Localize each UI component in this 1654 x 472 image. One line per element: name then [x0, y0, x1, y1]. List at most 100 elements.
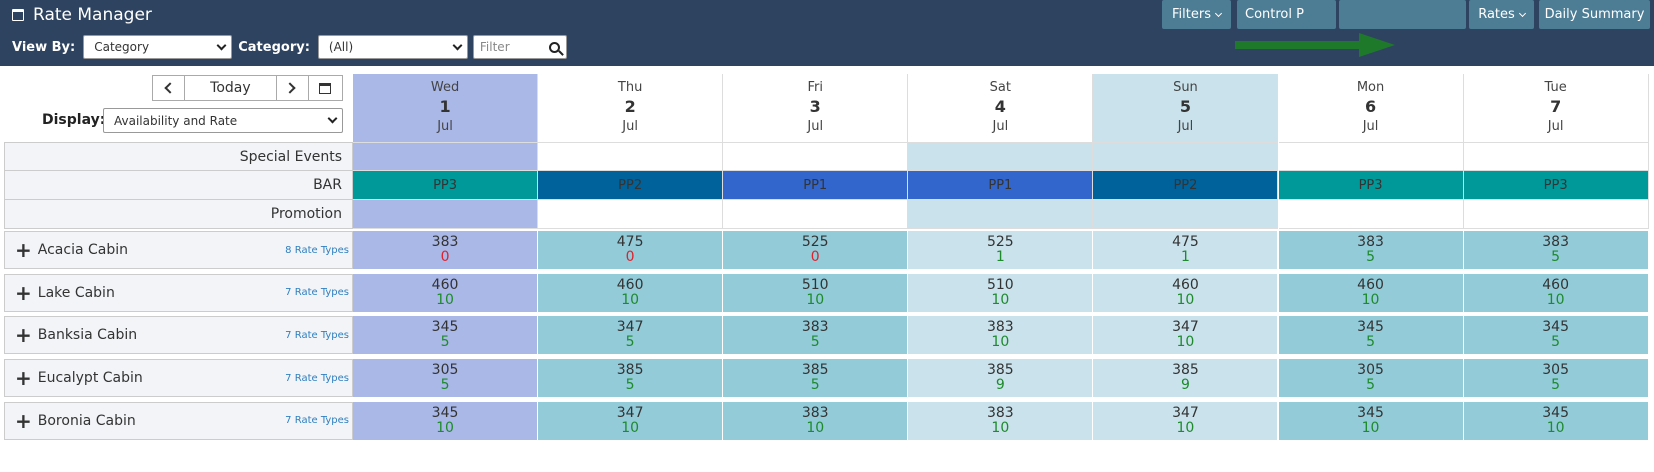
- promotion-cell[interactable]: [1093, 200, 1279, 229]
- promotion-cell[interactable]: [1278, 200, 1464, 229]
- rates-button-label: Rates: [1478, 7, 1515, 22]
- rate-cell[interactable]: 347 10: [1093, 316, 1279, 355]
- rate-cell[interactable]: 525 1: [908, 231, 1094, 269]
- bar-cell[interactable]: PP3: [1278, 171, 1464, 200]
- display-select[interactable]: Availability and Rate: [103, 108, 343, 133]
- rate-cell[interactable]: 345 5: [1278, 316, 1464, 355]
- row-label-bar: BAR: [4, 171, 353, 200]
- expand-plus-icon[interactable]: +: [15, 408, 32, 433]
- rate-cell[interactable]: 460 10: [538, 273, 724, 312]
- today-button[interactable]: Today: [185, 76, 278, 100]
- promotion-cell[interactable]: [1463, 200, 1649, 229]
- rate-types-link[interactable]: 7 Rate Types: [285, 329, 349, 341]
- hidden-button[interactable]: [1339, 0, 1466, 29]
- rate-cell[interactable]: 347 10: [538, 401, 724, 440]
- promotion-cell[interactable]: [538, 200, 724, 229]
- view-by-select[interactable]: Category: [83, 35, 233, 59]
- promotion-cell[interactable]: [908, 200, 1094, 229]
- bar-cell[interactable]: PP1: [908, 171, 1094, 200]
- promotion-cell[interactable]: [723, 200, 909, 229]
- expand-plus-icon[interactable]: +: [15, 366, 32, 391]
- rate-cell[interactable]: 385 5: [723, 359, 909, 398]
- prev-button[interactable]: [153, 76, 185, 100]
- rate-cell[interactable]: 347 5: [538, 316, 724, 355]
- rate-cell[interactable]: 525 0: [723, 231, 909, 269]
- expand-plus-icon[interactable]: +: [15, 323, 32, 348]
- rate-cell[interactable]: 383 10: [908, 316, 1094, 355]
- special-events-cell[interactable]: [723, 142, 909, 171]
- day-header[interactable]: Tue 7 Jul: [1463, 74, 1649, 142]
- rate-cell[interactable]: 460 10: [353, 273, 539, 312]
- rate-cell[interactable]: 305 5: [353, 359, 539, 398]
- rate-types-link[interactable]: 8 Rate Types: [285, 244, 349, 256]
- rate-cell[interactable]: 383 10: [908, 401, 1094, 440]
- rates-button[interactable]: Rates: [1469, 0, 1534, 29]
- bar-cell[interactable]: PP2: [1093, 171, 1279, 200]
- rate-cell[interactable]: 460 10: [1278, 273, 1464, 312]
- expand-plus-icon[interactable]: +: [15, 280, 32, 305]
- chevron-down-icon: [452, 40, 463, 50]
- day-header[interactable]: Mon 6 Jul: [1278, 74, 1464, 142]
- rate-cell[interactable]: 383 5: [1463, 231, 1649, 269]
- day-header[interactable]: Sat 4 Jul: [908, 74, 1094, 142]
- search-icon[interactable]: [548, 41, 560, 53]
- availability-value: 5: [1551, 334, 1561, 351]
- rate-cell[interactable]: 345 10: [1463, 401, 1649, 440]
- filters-button[interactable]: Filters: [1162, 0, 1231, 29]
- room-name: Eucalypt Cabin: [37, 370, 143, 387]
- special-events-cell[interactable]: [538, 142, 724, 171]
- special-events-cell[interactable]: [908, 142, 1094, 171]
- rate-types-link[interactable]: 7 Rate Types: [285, 415, 349, 427]
- rate-cell[interactable]: 385 5: [538, 359, 724, 398]
- rate-cell[interactable]: 460 10: [1463, 273, 1649, 312]
- rate-cell[interactable]: 305 5: [1278, 359, 1464, 398]
- calendar-button[interactable]: [309, 76, 342, 100]
- bar-cell[interactable]: PP3: [353, 171, 539, 200]
- rate-cell[interactable]: 510 10: [908, 273, 1094, 312]
- rate-cell[interactable]: 305 5: [1463, 359, 1649, 398]
- day-header[interactable]: Thu 2 Jul: [538, 74, 724, 142]
- daily-summary-button[interactable]: Daily Summary: [1539, 0, 1650, 29]
- bar-cell[interactable]: PP2: [538, 171, 724, 200]
- rate-cell[interactable]: 475 0: [538, 231, 724, 269]
- rate-types-link[interactable]: 7 Rate Types: [285, 287, 349, 299]
- rate-cell[interactable]: 345 10: [353, 401, 539, 440]
- rate-cell[interactable]: 385 9: [908, 359, 1094, 398]
- special-events-cell[interactable]: [1278, 142, 1464, 171]
- rate-cell[interactable]: 345 10: [1278, 401, 1464, 440]
- special-events-cell[interactable]: [353, 142, 539, 171]
- bar-cell[interactable]: PP3: [1463, 171, 1649, 200]
- rate-value: 510: [801, 276, 829, 293]
- next-button[interactable]: [277, 76, 309, 100]
- room-row-label[interactable]: + Banksia Cabin 7 Rate Types: [4, 316, 353, 355]
- rate-cell[interactable]: 475 1: [1093, 231, 1279, 269]
- availability-value: 10: [1176, 291, 1195, 308]
- rate-types-link[interactable]: 7 Rate Types: [285, 372, 349, 384]
- rate-cell[interactable]: 345 5: [353, 316, 539, 355]
- expand-plus-icon[interactable]: +: [15, 238, 32, 262]
- bar-cell[interactable]: PP1: [723, 171, 909, 200]
- rate-cell[interactable]: 345 5: [1463, 316, 1649, 355]
- rate-cell[interactable]: 383 0: [353, 231, 539, 269]
- room-row-label[interactable]: + Boronia Cabin 7 Rate Types: [4, 401, 353, 440]
- room-row-label[interactable]: + Acacia Cabin 8 Rate Types: [4, 231, 353, 269]
- special-events-cell[interactable]: [1093, 142, 1279, 171]
- rate-cell[interactable]: 383 5: [1278, 231, 1464, 269]
- rate-cell[interactable]: 510 10: [723, 273, 909, 312]
- filter-input[interactable]: Filter: [472, 35, 567, 59]
- category-select[interactable]: (All): [317, 35, 468, 59]
- room-row-label[interactable]: + Lake Cabin 7 Rate Types: [4, 273, 353, 312]
- rate-cell[interactable]: 347 10: [1093, 401, 1279, 440]
- day-header[interactable]: Wed 1 Jul: [353, 74, 539, 142]
- promotion-cell[interactable]: [353, 200, 539, 229]
- rate-cell[interactable]: 460 10: [1093, 273, 1279, 312]
- day-header[interactable]: Sun 5 Jul: [1093, 74, 1279, 142]
- room-row-label[interactable]: + Eucalypt Cabin 7 Rate Types: [4, 359, 353, 398]
- special-events-cell[interactable]: [1463, 142, 1649, 171]
- rate-value: 525: [986, 234, 1014, 250]
- day-header[interactable]: Fri 3 Jul: [723, 74, 909, 142]
- control-panel-button[interactable]: Control P: [1237, 0, 1336, 29]
- rate-cell[interactable]: 385 9: [1093, 359, 1279, 398]
- rate-cell[interactable]: 383 5: [723, 316, 909, 355]
- rate-cell[interactable]: 383 10: [723, 401, 909, 440]
